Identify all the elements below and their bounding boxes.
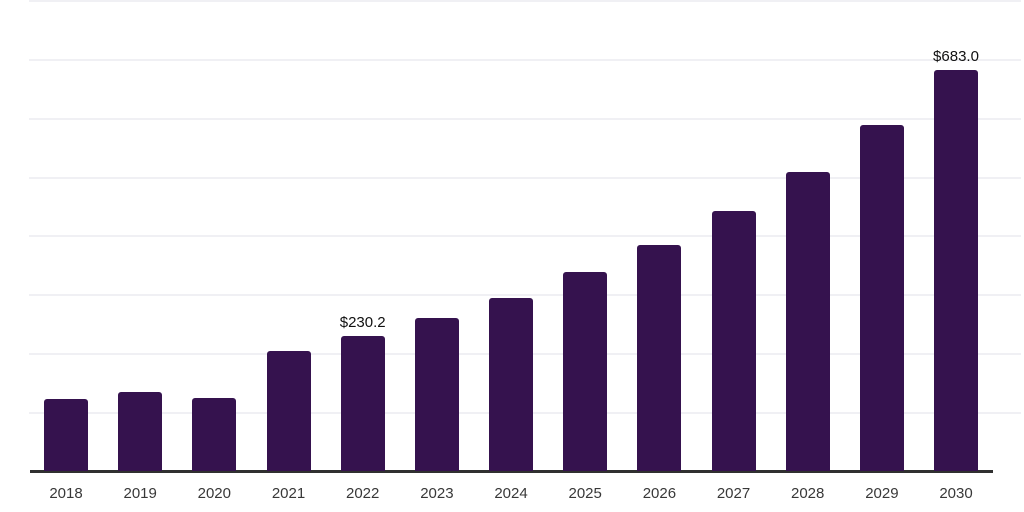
bar-2025 (563, 272, 608, 471)
gridline-600 (29, 117, 1021, 120)
bar-2030 (934, 69, 978, 471)
bar-2026 (637, 244, 682, 471)
bar-2024 (489, 298, 533, 471)
x-tick-2027: 2027 (716, 485, 751, 502)
bar-2027 (711, 210, 756, 471)
x-tick-2030: 2030 (939, 485, 973, 502)
bar-2018 (44, 399, 88, 471)
bar-2023 (414, 318, 459, 471)
x-tick-2028: 2028 (791, 485, 825, 502)
gridline-300 (29, 294, 1021, 297)
bar-2029 (859, 124, 904, 471)
bar-2028 (785, 171, 830, 471)
x-tick-2020: 2020 (197, 485, 231, 502)
bar-2020 (192, 398, 237, 471)
x-tick-2023: 2023 (420, 485, 454, 502)
x-tick-2024: 2024 (494, 485, 528, 502)
x-tick-2019: 2019 (123, 485, 157, 502)
x-tick-2021: 2021 (271, 485, 306, 502)
value-label-2022: $230.2 (339, 314, 386, 332)
x-tick-2018: 2018 (49, 485, 83, 502)
gridline-700 (29, 58, 1021, 61)
bar-2021 (266, 351, 311, 471)
x-axis-line (30, 470, 993, 473)
bar-2019 (118, 392, 163, 471)
x-tick-2025: 2025 (568, 485, 602, 502)
value-label-2030: $683.0 (933, 47, 979, 65)
gridline-400 (29, 235, 1021, 238)
bar-2022 (340, 336, 385, 471)
x-tick-2029: 2029 (865, 485, 899, 502)
x-tick-2022: 2022 (346, 485, 380, 502)
x-tick-2026: 2026 (642, 485, 677, 502)
gridline-500 (29, 176, 1021, 179)
gridline-800 (29, 0, 1021, 2)
